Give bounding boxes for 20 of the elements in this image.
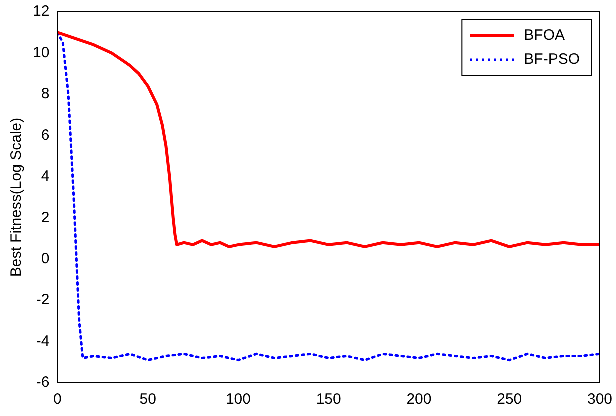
legend-label: BF-PSO (524, 51, 580, 68)
x-tick-label: 0 (54, 391, 62, 408)
y-tick-label: -4 (36, 332, 50, 350)
x-tick-label: 50 (140, 391, 156, 408)
y-tick-label: 0 (41, 250, 50, 268)
y-tick-label: 2 (41, 209, 50, 226)
y-tick-label: 6 (41, 126, 50, 144)
y-axis-title: Best Fitness(Log Scale) (8, 118, 26, 278)
legend-label: BFOA (524, 27, 566, 44)
y-tick-label: 12 (32, 3, 50, 20)
x-tick-label: 100 (226, 391, 251, 408)
x-tick-label: 200 (406, 391, 432, 408)
x-tick-label: 250 (497, 391, 522, 408)
y-tick-label: 10 (32, 44, 50, 62)
y-tick-label: 4 (41, 168, 50, 186)
y-tick-label: -6 (36, 374, 50, 392)
y-tick-label: 8 (41, 86, 50, 103)
y-tick-label: -2 (36, 292, 50, 309)
x-tick-label: 300 (587, 391, 613, 408)
x-tick-label: 150 (316, 391, 342, 408)
